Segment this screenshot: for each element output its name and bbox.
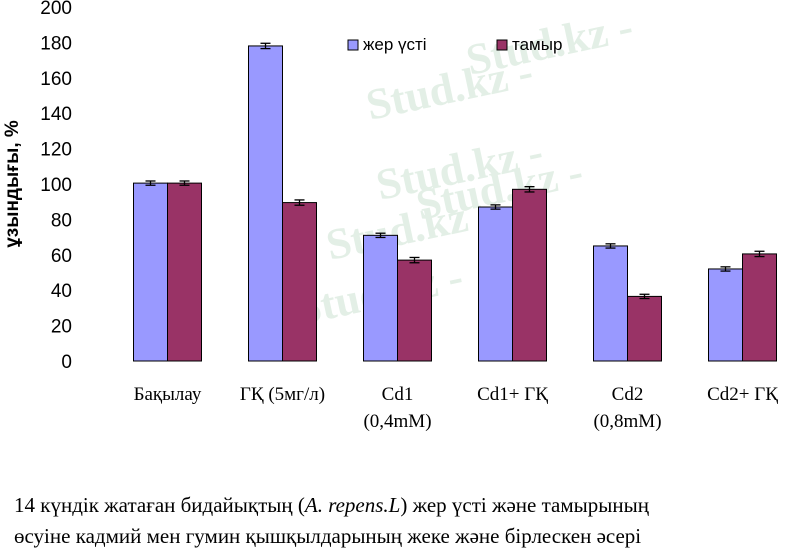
caption-line-2: өсуіне кадмий мен гумин қышқылдарының же… (14, 524, 642, 548)
legend-swatch-0 (347, 39, 359, 51)
x-category-label: ГҚ (5мг/л) (240, 384, 325, 405)
bar-jer-usti-2 (363, 234, 398, 362)
bar-jer-usti-4 (593, 245, 628, 362)
legend-label-0: жер үсті (363, 35, 427, 54)
y-tick-label: 0 (61, 352, 72, 373)
bar-tamyr-3 (512, 188, 547, 362)
y-tick-label: 40 (51, 281, 72, 302)
y-tick-label: 20 (51, 317, 72, 338)
figure-caption: 14 күндік жатаған бидайықтың (A. repens.… (14, 490, 794, 552)
legend-swatch-1 (496, 39, 508, 51)
x-category-label: Cd1+ ГҚ (477, 384, 548, 405)
y-tick-label: 120 (40, 140, 72, 161)
bar-tamyr-4 (627, 295, 662, 362)
bar-jer-usti-1 (248, 45, 283, 362)
bar-tamyr-1 (282, 202, 317, 362)
x-category-label: (0,8mM) (593, 411, 661, 432)
bar-tamyr-0 (167, 182, 202, 362)
y-tick-label: 180 (40, 33, 72, 54)
caption-line-1: 14 күндік жатаған бидайықтың (A. repens.… (14, 493, 649, 517)
y-tick-label: 160 (40, 69, 72, 90)
y-tick-label: 140 (40, 104, 72, 125)
x-category-label: Бақылау (134, 384, 202, 405)
y-tick-label: 100 (40, 175, 72, 196)
bar-tamyr-2 (397, 259, 432, 362)
x-category-label: (0,4mM) (363, 411, 431, 432)
legend-label-1: тамыр (512, 35, 562, 54)
x-category-label: Cd1 (382, 384, 414, 405)
y-tick-label: 200 (40, 0, 72, 19)
y-axis-title: ұзындығы, % (2, 120, 23, 248)
bar-tamyr-5 (742, 253, 777, 362)
bar-jer-usti-3 (478, 206, 513, 362)
x-category-label: Cd2+ ГҚ (707, 384, 778, 405)
x-category-label: Cd2 (612, 384, 644, 405)
bar-jer-usti-5 (708, 268, 743, 362)
bar-chart: Stud.kz - Stud.kz - Stud.kz - Stud.kz - … (2, 0, 778, 432)
y-tick-label: 80 (51, 210, 72, 231)
y-tick-label: 60 (51, 246, 72, 267)
bar-jer-usti-0 (133, 182, 168, 362)
